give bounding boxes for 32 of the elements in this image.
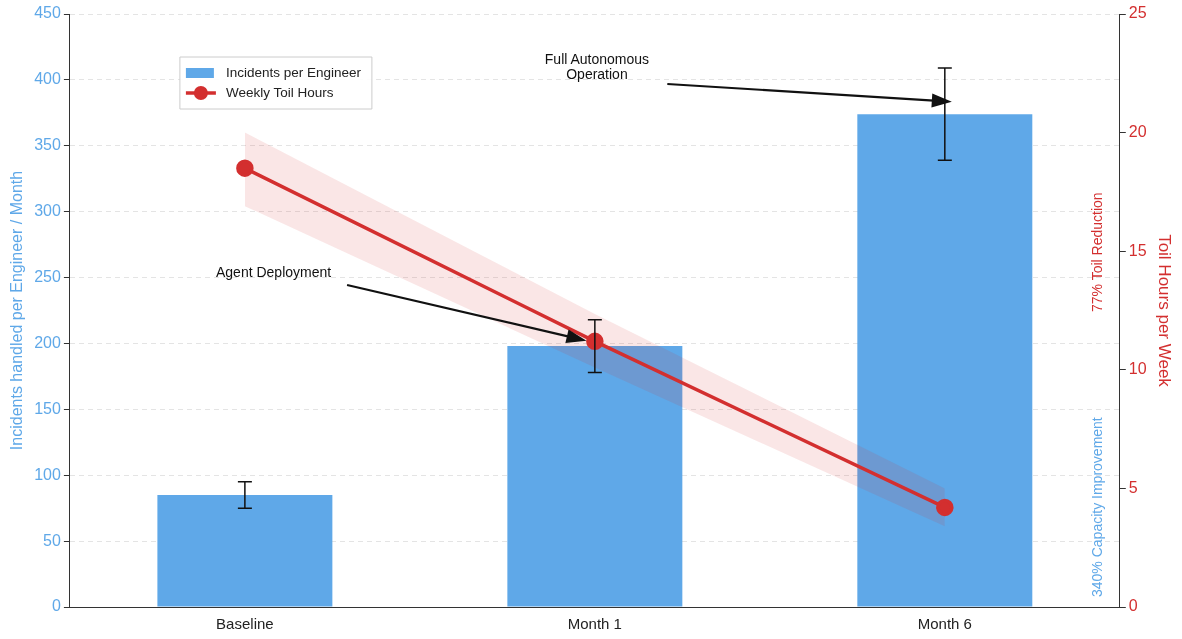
y-tick-label: 0 <box>51 597 61 615</box>
bar <box>857 114 1033 607</box>
y-tick-label: 350 <box>34 136 61 154</box>
y-tick-label: 100 <box>34 465 61 483</box>
y2-tick-label: 5 <box>1128 478 1138 496</box>
x-tick-label: Month 1 <box>567 615 622 633</box>
x-tick-label: Baseline <box>216 615 274 633</box>
y-tick-label: 300 <box>34 202 61 220</box>
y-tick-label: 150 <box>34 399 61 417</box>
bar <box>157 494 333 607</box>
y-tick-label: 200 <box>34 333 61 351</box>
y2-tick-label: 20 <box>1128 123 1147 141</box>
y2-tick-label: 25 <box>1128 4 1147 22</box>
y-axis-title: Incidents handled per Engineer / Month <box>8 170 26 451</box>
y2-tick-label: 0 <box>1128 597 1138 615</box>
annotation: 77% Toil Reduction <box>1088 192 1105 312</box>
y-tick-label: 250 <box>34 267 61 285</box>
bar <box>507 346 683 607</box>
y2-tick-label: 10 <box>1128 360 1147 378</box>
y-tick-label: 50 <box>43 531 61 549</box>
annotation: Agent Deployment <box>215 264 332 280</box>
point <box>236 159 254 177</box>
annotation: 340% Capacity Improvement <box>1088 417 1105 597</box>
y2-tick-label: 15 <box>1128 241 1147 259</box>
x-tick-label: Month 6 <box>917 615 972 633</box>
y-tick-label: 450 <box>34 4 61 22</box>
legend-label: Incidents per Engineer <box>225 64 362 80</box>
annotation: Full Autonomous Operation <box>544 50 650 82</box>
y-tick-label: 400 <box>34 70 61 88</box>
legend-label: Weekly Toil Hours <box>225 84 334 100</box>
point <box>936 498 954 517</box>
y2-axis-title: Toil Hours per Week <box>1155 234 1175 388</box>
